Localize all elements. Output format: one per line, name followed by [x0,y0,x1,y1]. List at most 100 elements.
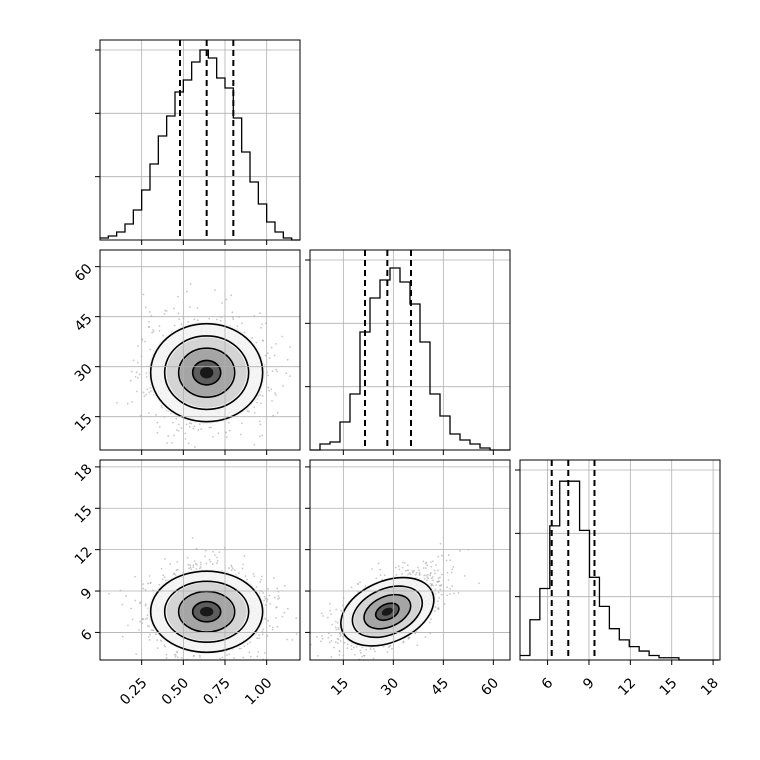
sample-point [277,598,279,600]
sample-point [434,610,436,612]
contour-2-0-1 [177,590,236,633]
sample-point [278,597,281,599]
sample-point [374,671,376,673]
sample-point [407,637,410,640]
sample-point [261,434,264,437]
sample-point [148,326,150,329]
sample-point [177,568,179,571]
sample-point [196,307,199,310]
sample-point [326,616,329,619]
sample-point [192,564,195,567]
sample-point [274,617,277,619]
sample-point [266,634,269,637]
sample-point [401,573,404,575]
y-tick-label-2-0-0: 6 [78,627,96,645]
sample-point [328,641,331,644]
sample-point [108,592,110,595]
sample-point [339,640,342,642]
sample-point [283,611,286,614]
sample-point [142,293,145,296]
sample-point [148,320,150,323]
sample-point [154,633,157,636]
sample-point [258,634,260,637]
sample-point [435,584,438,586]
sample-point [261,630,264,633]
sample-point [146,617,149,620]
sample-point [149,390,152,393]
sample-point [374,650,376,653]
sample-point [255,341,258,344]
sample-point [447,579,450,581]
sample-point [269,602,272,605]
sample-point [236,325,239,328]
sample-point [336,642,339,645]
sample-point [451,568,454,571]
sample-point [334,668,336,670]
y-tick-label-1-0-2: 45 [72,311,96,335]
sample-point [148,625,151,628]
sample-point [432,584,435,587]
sample-point [138,373,141,376]
sample-point [180,656,183,659]
sample-point [149,633,151,636]
sample-point [165,310,168,312]
sample-point [248,410,250,413]
sample-point [253,406,256,409]
sample-point [162,574,165,577]
sample-point [320,612,323,615]
sample-point [169,563,172,565]
y-tick-label-2-0-3: 15 [72,503,96,527]
sample-point [286,607,289,610]
sample-point [418,574,421,577]
sample-point [407,573,410,576]
sample-point [457,592,460,594]
x-tick-label-2-0-0: 0.25 [117,675,150,708]
sample-point [453,592,455,595]
sample-point [257,650,260,653]
sample-point [173,572,176,575]
sample-point [379,568,382,571]
sample-point [145,372,148,374]
sample-point [276,370,279,373]
sample-point [429,561,432,564]
sample-point [185,423,188,426]
sample-point [195,568,198,570]
sample-point [383,666,385,668]
sample-point [262,628,265,631]
sample-point [426,579,428,582]
x-tick-label-2-2-0: 6 [539,675,557,693]
sample-point [440,593,443,596]
sample-point [160,567,163,570]
sample-point [281,615,284,618]
sample-point [266,352,269,355]
sample-point [440,573,443,576]
sample-point [271,626,274,629]
sample-point [178,318,181,321]
sample-point [196,319,199,321]
sample-point [451,585,454,588]
sample-point [116,401,118,404]
sample-point [261,633,264,636]
sample-point [146,614,149,617]
sample-point [307,684,309,686]
sample-point [397,565,400,568]
sample-point [333,646,335,649]
sample-point [325,361,327,363]
sample-point [246,578,248,581]
sample-point [414,632,417,635]
sample-point [427,574,429,576]
sample-point [372,648,375,650]
sample-point [440,554,443,557]
sample-point [252,573,255,575]
sample-point [437,607,440,609]
sample-point [259,326,262,329]
sample-point [243,555,246,557]
sample-point [225,431,228,434]
sample-point [152,330,155,333]
sample-point [232,318,235,321]
sample-point [158,583,161,586]
sample-point [214,554,216,557]
sample-point [146,625,149,627]
sample-point [163,312,166,315]
y-tick-label-1-0-0: 15 [72,411,96,435]
